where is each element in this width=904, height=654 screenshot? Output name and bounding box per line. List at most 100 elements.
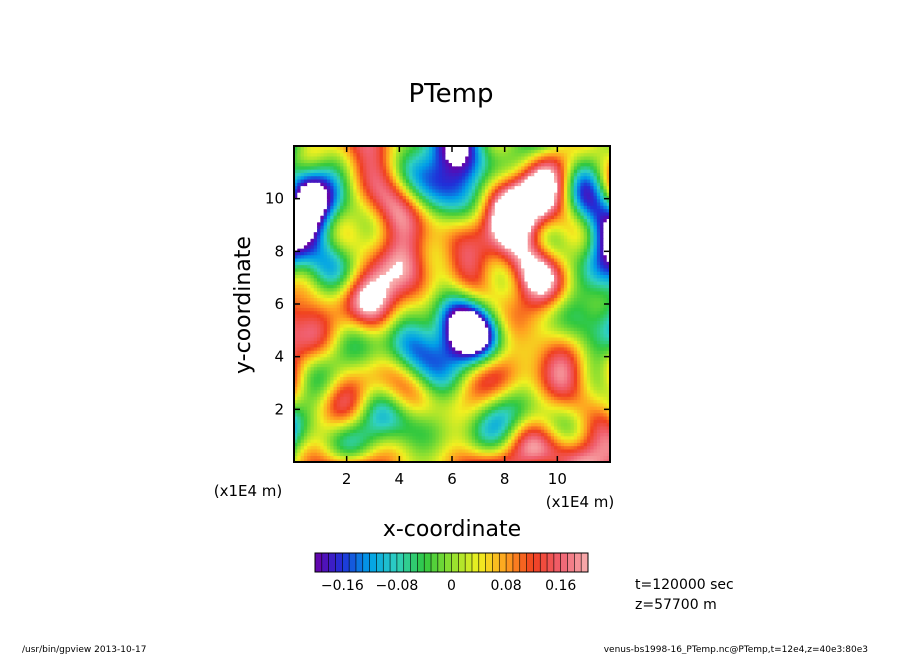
heatmap-cell <box>468 402 473 407</box>
heatmap-cell <box>458 304 463 308</box>
heatmap-cell <box>567 415 572 420</box>
heatmap-cell <box>465 409 470 414</box>
heatmap-cell <box>465 392 470 397</box>
heatmap-cell <box>438 343 443 348</box>
heatmap-cell <box>419 389 423 394</box>
heatmap-cell <box>517 356 522 361</box>
heatmap-cell <box>386 294 391 299</box>
heatmap-cell <box>442 336 447 341</box>
heatmap-cell <box>422 310 427 315</box>
heatmap-cell <box>343 376 348 381</box>
heatmap-cell <box>590 396 595 401</box>
heatmap-cell <box>547 363 552 368</box>
heatmap-cell <box>458 429 463 433</box>
heatmap-cell <box>580 343 585 348</box>
heatmap-cell <box>359 363 364 368</box>
heatmap-cell <box>504 376 509 381</box>
heatmap-cell <box>537 310 542 315</box>
heatmap-cell <box>425 340 430 345</box>
heatmap-cell <box>294 343 298 348</box>
heatmap-cell <box>488 346 493 351</box>
heatmap-cell <box>422 350 427 354</box>
heatmap-cell <box>471 333 476 338</box>
heatmap-cell <box>475 409 479 414</box>
heatmap-cell <box>583 300 588 305</box>
heatmap-cell <box>455 419 460 424</box>
heatmap-cell <box>369 445 374 450</box>
heatmap-cell <box>343 333 348 338</box>
heatmap-cell <box>488 323 493 328</box>
heatmap-cell <box>340 455 344 460</box>
heatmap-cell <box>547 425 552 430</box>
heatmap-cell <box>432 373 437 378</box>
heatmap-cell <box>432 392 437 397</box>
heatmap-cell <box>366 435 371 440</box>
heatmap-cell <box>524 409 529 414</box>
heatmap-cell <box>428 429 433 433</box>
heatmap-cell <box>481 350 486 354</box>
heatmap-cell <box>422 317 427 322</box>
heatmap-cell <box>577 350 581 354</box>
heatmap-cell <box>580 307 585 312</box>
heatmap-cell <box>481 419 486 424</box>
heatmap-cell <box>461 425 466 430</box>
heatmap-cell <box>317 294 321 299</box>
heatmap-cell <box>544 425 549 430</box>
heatmap-cell <box>382 409 387 414</box>
heatmap-cell <box>570 373 575 378</box>
heatmap-cell <box>386 399 391 404</box>
heatmap-cell <box>524 340 529 345</box>
heatmap-cell <box>461 297 466 302</box>
heatmap-cell <box>560 406 565 410</box>
heatmap-cell <box>402 350 407 354</box>
heatmap-cell <box>534 396 539 401</box>
heatmap-cell <box>389 336 394 341</box>
heatmap-cell <box>540 383 545 387</box>
heatmap-cell <box>317 353 321 358</box>
heatmap-cell <box>438 346 443 351</box>
heatmap-cell <box>475 366 479 371</box>
heatmap-cell <box>498 445 502 450</box>
heatmap-cell <box>586 363 591 368</box>
heatmap-cell <box>392 389 397 394</box>
heatmap-cell <box>307 402 312 407</box>
heatmap-cell <box>606 307 610 312</box>
heatmap-cell <box>422 448 427 453</box>
heatmap-cell <box>366 409 371 414</box>
heatmap-cell <box>458 379 463 384</box>
heatmap-cell <box>419 455 423 460</box>
heatmap-cell <box>461 340 466 345</box>
heatmap-cell <box>333 327 338 331</box>
heatmap-cell <box>419 310 423 315</box>
heatmap-cell <box>402 406 407 410</box>
heatmap-cell <box>366 297 371 302</box>
heatmap-cell <box>531 297 535 302</box>
heatmap-cell <box>507 458 512 462</box>
heatmap-cell <box>363 359 368 364</box>
heatmap-cell <box>481 346 486 351</box>
heatmap-cell <box>419 359 423 364</box>
heatmap-cell <box>484 376 489 381</box>
heatmap-cell <box>359 455 364 460</box>
heatmap-cell <box>330 396 335 401</box>
heatmap-cell <box>376 448 381 453</box>
heatmap-cell <box>468 294 473 299</box>
heatmap-cell <box>366 422 371 427</box>
heatmap-cell <box>442 300 447 305</box>
heatmap-cell <box>544 359 549 364</box>
heatmap-cell <box>471 356 476 361</box>
heatmap-cell <box>471 396 476 401</box>
heatmap-cell <box>514 386 519 391</box>
heatmap-cell <box>428 350 433 354</box>
heatmap-cell <box>313 452 318 457</box>
heatmap-cell <box>491 442 496 447</box>
heatmap-cell <box>580 359 585 364</box>
heatmap-cell <box>471 366 476 371</box>
heatmap-cell <box>376 425 381 430</box>
heatmap-cell <box>583 432 588 437</box>
heatmap-cell <box>336 294 341 299</box>
heatmap-cell <box>373 333 377 338</box>
heatmap-cell <box>310 373 315 378</box>
heatmap-cell <box>310 402 315 407</box>
heatmap-cell <box>465 379 470 384</box>
